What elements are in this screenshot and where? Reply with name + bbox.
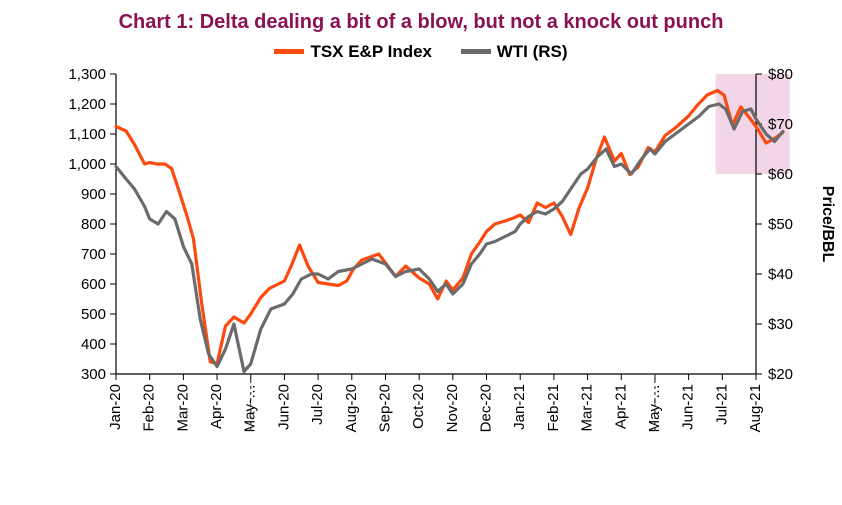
svg-text:1,300: 1,300: [68, 68, 106, 83]
y-axis-right-label: Price/BBL: [818, 185, 836, 261]
svg-text:500: 500: [81, 306, 106, 323]
svg-text:$20: $20: [768, 366, 793, 383]
svg-text:Oct-20: Oct-20: [410, 384, 427, 429]
svg-text:$70: $70: [768, 116, 793, 133]
legend-label-tsx: TSX E&P Index: [310, 42, 432, 62]
svg-text:Aug-20: Aug-20: [343, 384, 360, 432]
svg-text:$60: $60: [768, 166, 793, 183]
svg-text:Dec-20: Dec-20: [478, 384, 495, 432]
legend-swatch-tsx: [274, 49, 304, 54]
chart-plot: 300 400 500 600 700 800 900 1,000 1,100 1,200 1,30…: [11, 68, 831, 468]
svg-text:Jan-20: Jan-20: [107, 384, 124, 430]
svg-text:Jun-20: Jun-20: [275, 384, 292, 430]
svg-text:$50: $50: [768, 216, 793, 233]
svg-text:Jun-21: Jun-21: [680, 384, 697, 430]
svg-text:300: 300: [81, 366, 106, 383]
svg-text:$40: $40: [768, 266, 793, 283]
svg-text:1,200: 1,200: [68, 96, 106, 113]
svg-text:400: 400: [81, 336, 106, 353]
svg-text:700: 700: [81, 246, 106, 263]
legend-swatch-wti: [461, 49, 491, 54]
svg-text:Jul-20: Jul-20: [309, 384, 326, 425]
svg-text:$80: $80: [768, 68, 793, 83]
svg-text:May-…: May-…: [242, 384, 259, 432]
svg-text:Mar-21: Mar-21: [579, 384, 596, 432]
svg-text:May-…: May-…: [646, 384, 663, 432]
legend-label-wti: WTI (RS): [497, 42, 568, 62]
svg-text:900: 900: [81, 186, 106, 203]
chart-title: Chart 1: Delta dealing a bit of a blow, …: [40, 10, 802, 35]
svg-text:Apr-21: Apr-21: [612, 384, 629, 429]
svg-text:Aug-21: Aug-21: [747, 384, 764, 432]
svg-text:Nov-20: Nov-20: [444, 384, 461, 432]
svg-text:1,100: 1,100: [68, 126, 106, 143]
svg-text:Apr-20: Apr-20: [208, 384, 225, 429]
svg-text:1,000: 1,000: [68, 156, 106, 173]
legend-item-tsx: TSX E&P Index: [274, 42, 432, 62]
svg-text:Mar-20: Mar-20: [174, 384, 191, 432]
legend-item-wti: WTI (RS): [461, 42, 568, 62]
svg-text:Jan-21: Jan-21: [511, 384, 528, 430]
svg-text:600: 600: [81, 276, 106, 293]
svg-text:800: 800: [81, 216, 106, 233]
svg-text:Jul-21: Jul-21: [713, 384, 730, 425]
chart-legend: TSX E&P Index WTI (RS): [0, 39, 842, 62]
svg-text:Feb-20: Feb-20: [141, 384, 158, 432]
svg-text:Feb-21: Feb-21: [545, 384, 562, 432]
chart-svg: 300 400 500 600 700 800 900 1,000 1,100 1,200 1,30…: [11, 68, 831, 468]
svg-text:Sep-20: Sep-20: [376, 384, 393, 432]
svg-text:$30: $30: [768, 316, 793, 333]
